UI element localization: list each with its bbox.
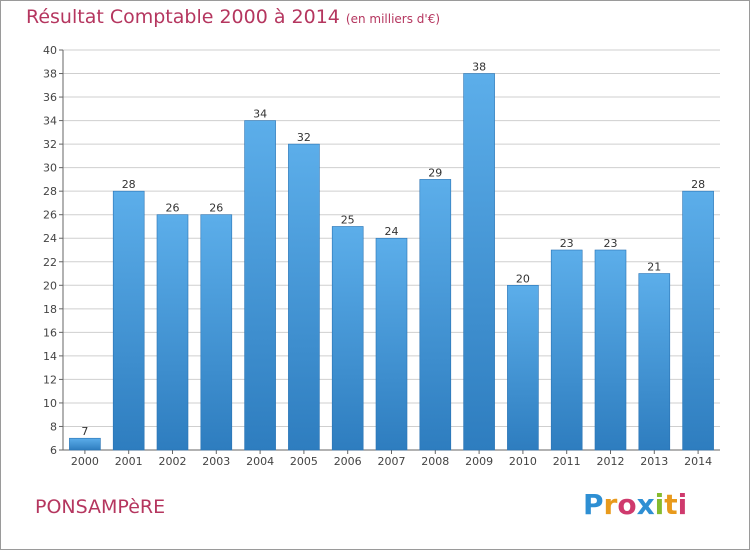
- bar-2004: [244, 120, 276, 451]
- x-tick-label-2006: 2006: [334, 455, 362, 468]
- y-tick-label: 40: [43, 44, 57, 57]
- data-label-2005: 32: [297, 131, 311, 144]
- chart-title: Résultat Comptable 2000 à 2014 (en millie…: [26, 6, 440, 28]
- labels: 7 28 26 26 34 32 25 24 29 38 20 23 23 21 28: [81, 61, 705, 439]
- bar-2011: [550, 249, 583, 451]
- bar-2012: [594, 249, 627, 451]
- y-tick-label: 18: [43, 303, 57, 316]
- y-tick-label: 10: [43, 397, 57, 410]
- bar-2000: [69, 437, 101, 451]
- chart-subtitle: (en milliers d'€): [345, 12, 441, 26]
- data-label-2008: 29: [428, 166, 442, 179]
- x-tick-label-2007: 2007: [378, 455, 406, 468]
- y-tick-label: 6: [50, 444, 57, 457]
- x-tick-label-2002: 2002: [159, 455, 187, 468]
- data-label-2009: 38: [472, 61, 486, 74]
- bar-2007: [375, 237, 408, 451]
- x-tick-label-2009: 2009: [465, 455, 493, 468]
- x-tick-label-2013: 2013: [640, 455, 668, 468]
- y-tick-label: 16: [43, 326, 57, 339]
- data-label-2001: 28: [122, 178, 136, 191]
- bar-2006: [331, 226, 364, 451]
- y-tick-label: 14: [43, 350, 57, 363]
- bar-2001: [112, 190, 145, 451]
- y-tick-label: 32: [43, 138, 57, 151]
- y-tick-label: 36: [43, 91, 57, 104]
- x-tick-label-2010: 2010: [509, 455, 537, 468]
- logo-letter: t: [664, 488, 678, 521]
- commune-name: PONSAMPèRE: [35, 496, 166, 518]
- data-label-2002: 26: [166, 202, 180, 215]
- bar-2003: [200, 214, 233, 451]
- bar-2013: [638, 273, 671, 451]
- logo-letter: o: [617, 488, 637, 521]
- x-tick-label-2005: 2005: [290, 455, 318, 468]
- data-label-2013: 21: [647, 261, 661, 274]
- data-label-2014: 28: [691, 178, 705, 191]
- bar-2005: [288, 143, 320, 451]
- data-label-2011: 23: [560, 237, 574, 250]
- y-tick-label: 38: [43, 68, 57, 81]
- data-label-2003: 26: [209, 202, 223, 215]
- data-label-2006: 25: [341, 213, 355, 226]
- y-tick-label: 20: [43, 279, 57, 292]
- data-label-2004: 34: [253, 108, 267, 121]
- logo-letter: i: [677, 488, 688, 521]
- logo-letter: i: [654, 488, 665, 521]
- data-label-2000: 7: [81, 425, 88, 438]
- logo-letter: x: [636, 488, 655, 521]
- data-label-2010: 20: [516, 272, 530, 285]
- x-tick-label-2001: 2001: [115, 455, 143, 468]
- y-tick-label: 24: [43, 232, 57, 245]
- y-tick-label: 30: [43, 162, 57, 175]
- bars: [69, 73, 714, 451]
- x-tick-label-2000: 2000: [71, 455, 99, 468]
- y-tick-label: 28: [43, 185, 57, 198]
- logo-letter: r: [603, 488, 618, 521]
- bar-2008: [419, 179, 452, 451]
- data-label-2007: 24: [385, 225, 399, 238]
- chart-title-text: Résultat Comptable 2000 à 2014: [26, 6, 340, 28]
- data-label-2012: 23: [604, 237, 618, 250]
- y-tick-label: 34: [43, 115, 57, 128]
- y-tick-label: 12: [43, 373, 57, 386]
- bar-2010: [507, 284, 539, 451]
- x-tick-label-2012: 2012: [597, 455, 625, 468]
- proxiti-logo: Proxiti: [583, 488, 687, 521]
- bar-2002: [156, 214, 189, 451]
- logo-letter: P: [583, 488, 604, 521]
- y-tick-label: 22: [43, 256, 57, 269]
- x-tick-label-2014: 2014: [684, 455, 712, 468]
- bar-2009: [463, 73, 495, 451]
- x-tick-label-2008: 2008: [421, 455, 449, 468]
- y-tick-label: 8: [50, 420, 57, 433]
- y-tick-label: 26: [43, 209, 57, 222]
- x-tick-label-2003: 2003: [202, 455, 230, 468]
- x-tick-label-2011: 2011: [553, 455, 581, 468]
- x-tick-label-2004: 2004: [246, 455, 274, 468]
- bar-2014: [682, 190, 714, 451]
